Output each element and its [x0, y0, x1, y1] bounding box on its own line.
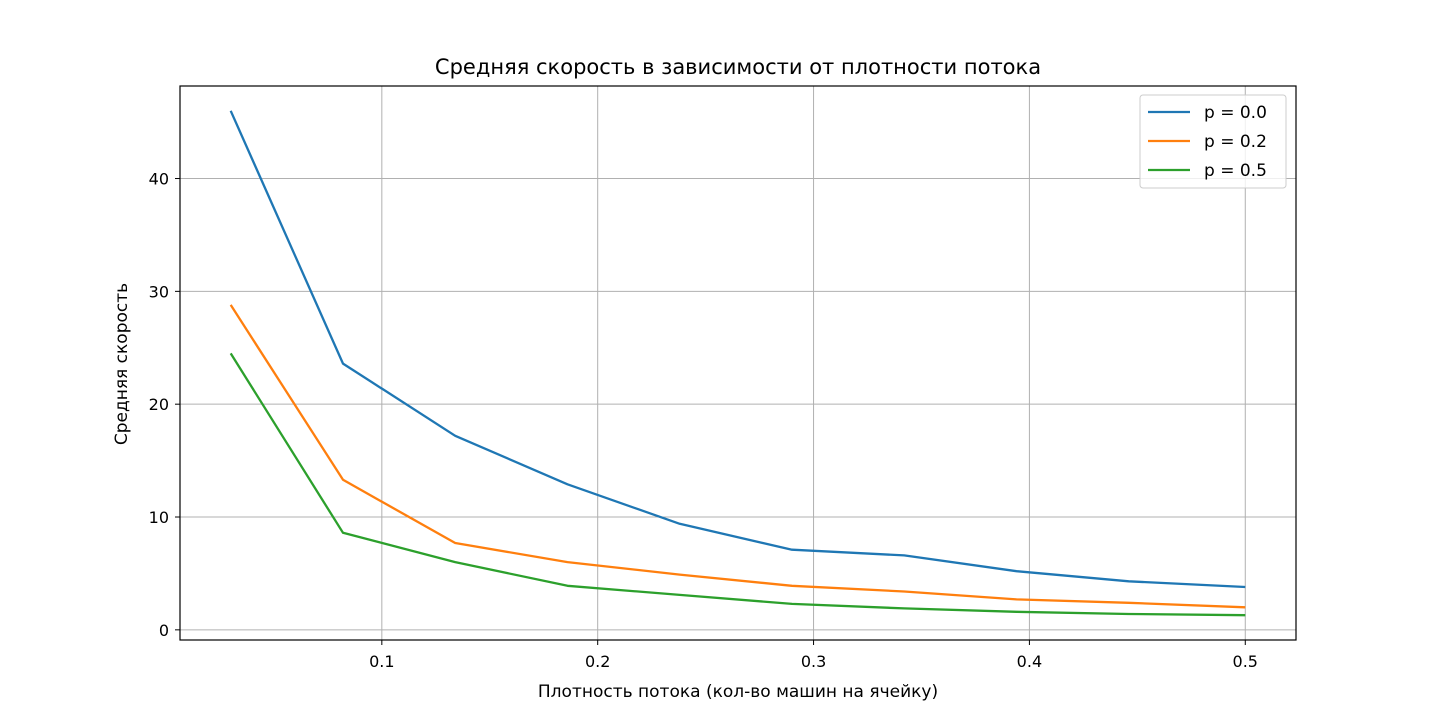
- x-tick-label: 0.5: [1233, 652, 1258, 671]
- x-tick-label: 0.1: [369, 652, 394, 671]
- legend-label-0: p = 0.0: [1204, 103, 1267, 123]
- grid: [180, 86, 1296, 640]
- y-tick-label: 0: [159, 621, 169, 640]
- chart-title: Средняя скорость в зависимости от плотно…: [435, 55, 1041, 79]
- axis-ticks: 0.1 0.2 0.3 0.4 0.5 0 10 20 30 40: [149, 170, 1258, 671]
- legend-label-2: p = 0.5: [1204, 161, 1267, 181]
- y-tick-label: 20: [149, 395, 169, 414]
- legend: p = 0.0 p = 0.2 p = 0.5: [1139, 94, 1287, 189]
- x-tick-label: 0.4: [1017, 652, 1042, 671]
- series-lines: [229, 110, 1246, 617]
- legend-label-1: p = 0.2: [1204, 132, 1267, 152]
- y-tick-label: 40: [149, 170, 169, 189]
- legend-box: [1139, 94, 1287, 189]
- series-line-2: [229, 352, 1246, 617]
- x-tick-label: 0.3: [801, 652, 826, 671]
- y-axis-title: Средняя скорость: [112, 283, 132, 445]
- x-axis-title: Плотность потока (кол-во машин на ячейку…: [538, 682, 938, 702]
- y-tick-label: 10: [149, 508, 169, 527]
- series-line-1: [229, 304, 1246, 609]
- series-line-0: [229, 110, 1246, 589]
- x-tick-label: 0.2: [585, 652, 610, 671]
- y-tick-label: 30: [149, 282, 169, 301]
- plot-frame: [179, 85, 1297, 641]
